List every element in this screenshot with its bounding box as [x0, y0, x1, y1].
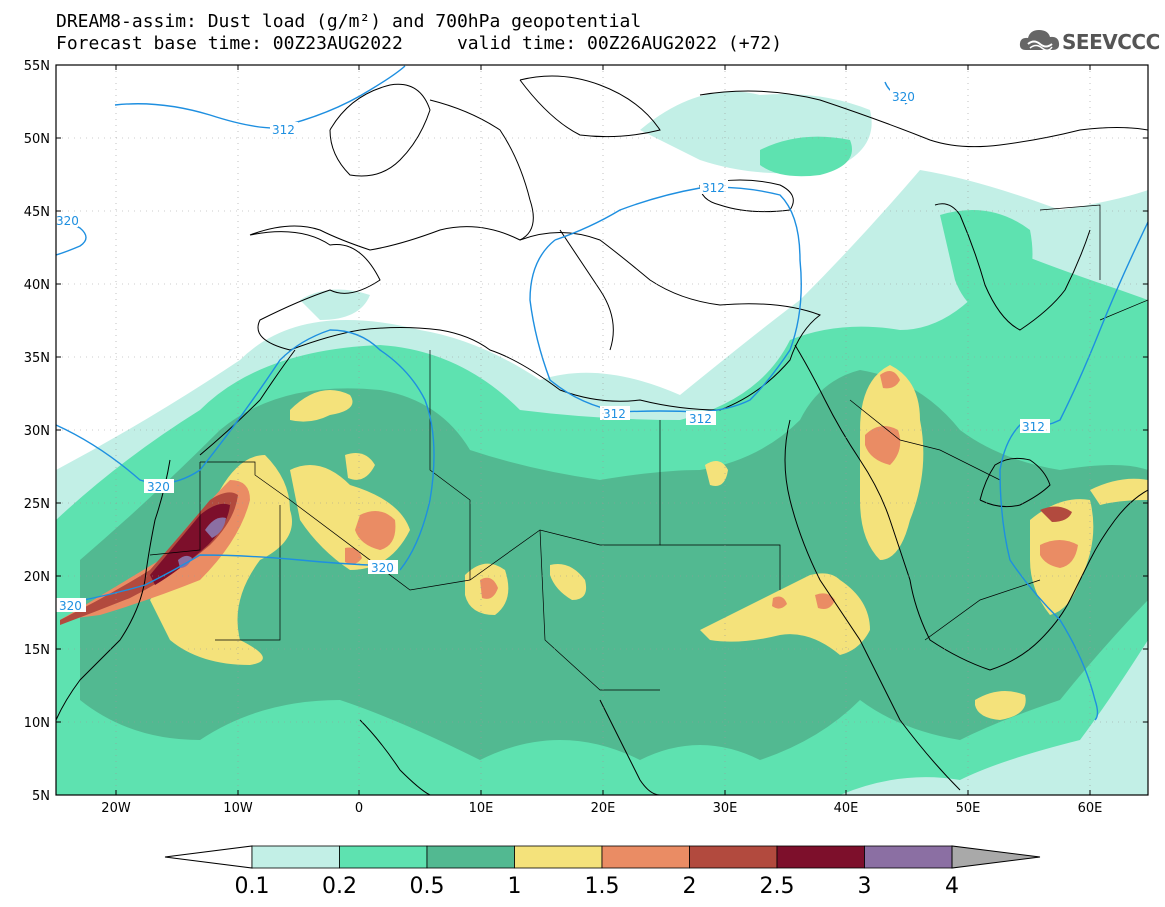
lon-label: 20E	[591, 801, 616, 816]
longitude-labels: 20W 10W 0 10E 20E 30E 40E 50E 60E	[101, 801, 1102, 816]
lon-label: 0	[355, 801, 363, 816]
country-borders	[149, 204, 1148, 691]
seevccc-logo: SEEVCCC	[1018, 24, 1160, 60]
graticule	[56, 65, 1148, 795]
contour-label: 312	[702, 181, 725, 195]
colorbar-segment	[864, 845, 953, 869]
lat-label: 35N	[24, 351, 50, 366]
lat-label: 40N	[24, 278, 50, 293]
contour-label: 320	[56, 214, 79, 228]
lat-label: 5N	[32, 789, 50, 804]
lon-label: 30E	[713, 801, 738, 816]
lon-label: 10W	[223, 801, 253, 816]
map-area: 312 320 312 312 312 320 312 320 320 320	[56, 65, 1148, 795]
contour-label: 320	[147, 480, 170, 494]
contour-label: 320	[892, 90, 915, 104]
lat-label: 10N	[24, 716, 50, 731]
contour-label: 312	[603, 407, 626, 421]
colorbar-high-arrow	[951, 845, 1041, 869]
colorbar-segment	[514, 845, 603, 869]
colorbar: 0.1 0.2 0.5 1 1.5 2 2.5 3 4	[164, 845, 1041, 899]
lat-label: 30N	[24, 424, 50, 439]
colorbar-label: 0.2	[322, 874, 357, 899]
contour-label: 320	[371, 561, 394, 575]
colorbar-segment	[689, 845, 778, 869]
colorbar-segment	[251, 845, 340, 869]
latitude-labels: 55N 50N 45N 40N 35N 30N 25N 20N 15N 10N …	[24, 59, 50, 804]
colorbar-label: 3	[858, 874, 872, 899]
cloud-logo-icon	[1019, 30, 1060, 51]
contour-labels: 312 320 312 312 312 320 312 320 320 320	[56, 89, 1050, 613]
lat-label: 20N	[24, 570, 50, 585]
colorbar-label: 1.5	[585, 874, 620, 899]
colorbar-label: 2	[683, 874, 697, 899]
lon-label: 50E	[956, 801, 981, 816]
colorbar-label: 2.5	[760, 874, 795, 899]
colorbar-label: 4	[945, 874, 959, 899]
map-title-line2: Forecast base time: 00Z23AUG2022 valid t…	[56, 33, 783, 54]
lat-label: 55N	[24, 59, 50, 74]
colorbar-label: 0.5	[410, 874, 445, 899]
colorbar-label: 0.1	[235, 874, 270, 899]
contour-label: 320	[59, 599, 82, 613]
lon-label: 40E	[834, 801, 859, 816]
lon-label: 10E	[469, 801, 494, 816]
contour-label: 312	[272, 123, 295, 137]
colorbar-segment	[776, 845, 865, 869]
lat-label: 45N	[24, 205, 50, 220]
lat-label: 15N	[24, 643, 50, 658]
colorbar-segment	[339, 845, 428, 869]
lon-label: 20W	[101, 801, 131, 816]
lat-label: 50N	[24, 132, 50, 147]
colorbar-segment	[601, 845, 690, 869]
map-title-line1: DREAM8-assim: Dust load (g/m²) and 700hP…	[56, 11, 642, 32]
colorbar-low-arrow	[164, 845, 253, 869]
lon-label: 60E	[1078, 801, 1103, 816]
colorbar-segment	[426, 845, 515, 869]
colorbar-label: 1	[508, 874, 522, 899]
logo-text: SEEVCCC	[1062, 30, 1160, 54]
contour-label: 312	[1022, 420, 1045, 434]
tick-marks	[56, 64, 1148, 796]
contour-label: 312	[689, 412, 712, 426]
lat-label: 25N	[24, 497, 50, 512]
coastlines	[56, 75, 1148, 795]
